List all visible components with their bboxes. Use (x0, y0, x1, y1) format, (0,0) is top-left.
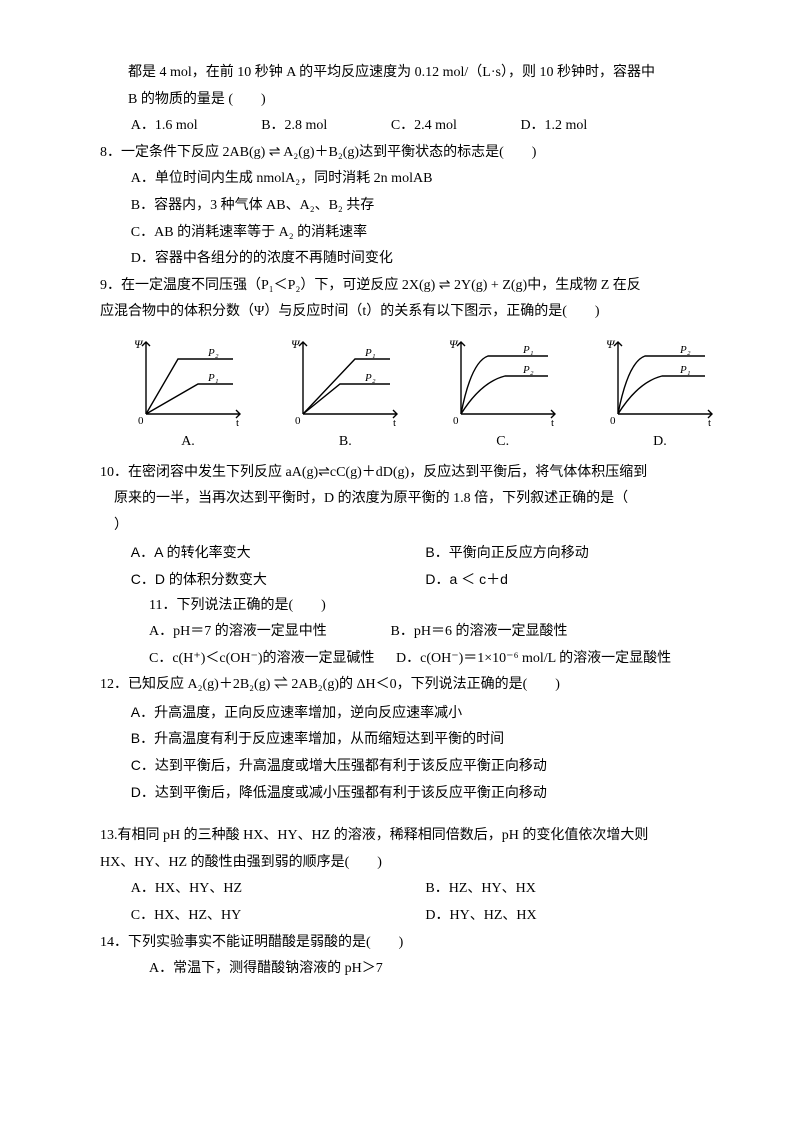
q9-label-c: C. (443, 429, 563, 456)
q10-opt-a: A．A 的转化率变大 (131, 539, 426, 566)
q13-options: A．HX、HY、HZ B．HZ、HY、HX C．HX、HZ、HY D．HY、HZ… (100, 876, 720, 929)
q8-opt-d: D．容器中各组分的的浓度不再随时间变化 (100, 246, 720, 273)
q12-opt-c: C．达到平衡后，升高温度或增大压强都有利于该反应平衡正向移动 (100, 752, 720, 779)
q11-row2: C．c(H⁺)＜c(OH⁻)的溶液一定显碱性 D．c(OH⁻)＝1×10⁻⁶ m… (100, 646, 720, 673)
q8-opt-b: B．容器内，3 种气体 AB、A₂、B₂ 共存 (100, 193, 720, 220)
q11-opt-a: A．pH＝7 的溶液一定显中性 (149, 619, 369, 646)
q14-opt-a: A．常温下，测得醋酸钠溶液的 pH＞7 (100, 956, 720, 983)
q12-opt-d: D．达到平衡后，降低温度或减小压强都有利于该反应平衡正向移动 (100, 779, 720, 806)
q7-opt-d: D．1.2 mol (520, 113, 587, 140)
q10-opt-d: D．a ＜ c＋d (425, 566, 720, 593)
q12-opt-b: B．升高温度有利于反应速率增加，从而缩短达到平衡的时间 (100, 725, 720, 752)
svg-text:P₂: P₂ (522, 364, 534, 376)
q10-options: A．A 的转化率变大 B．平衡向正反应方向移动 C．D 的体积分数变大 D．a … (100, 539, 720, 592)
chart-c-svg: Ψ 0 t P₁ P₂ (443, 334, 563, 429)
svg-text:t: t (393, 417, 396, 429)
q9-graph-c: Ψ 0 t P₁ P₂ C. (443, 334, 563, 456)
q9-graph-b: Ψ 0 t P₁ P₂ B. (285, 334, 405, 456)
q12-opt-a: A．升高温度，正向反应速率增加，逆向反应速率减小 (100, 699, 720, 726)
q8-opt-c: C．AB 的消耗速率等于 A₂ 的消耗速率 (100, 220, 720, 247)
q13-opt-b: B．HZ、HY、HX (425, 876, 720, 903)
q9-graph-d: Ψ 0 t P₂ P₁ D. (600, 334, 720, 456)
q12-stem: 12．已知反应 A₂(g)＋2B₂(g) ⇌ 2AB₂(g)的 ΔH＜0，下列说… (100, 672, 720, 699)
svg-text:0: 0 (295, 415, 301, 427)
q11-stem: 11．下列说法正确的是( ) (100, 593, 720, 620)
q8-opt-a: A．单位时间内生成 nmolA₂，同时消耗 2n molAB (100, 166, 720, 193)
q7-options: A．1.6 mol B．2.8 mol C．2.4 mol D．1.2 mol (100, 113, 720, 140)
q13-opt-c: C．HX、HZ、HY (131, 903, 426, 930)
q9-stem2: 应混合物中的体积分数（Ψ）与反应时间（t）的关系有以下图示，正确的是( ) (100, 299, 720, 326)
p2-label: P₂ (207, 347, 219, 359)
svg-text:0: 0 (453, 415, 459, 427)
svg-text:P₁: P₁ (364, 347, 376, 359)
q13-opt-d: D．HY、HZ、HX (425, 903, 720, 930)
q9-label-b: B. (285, 429, 405, 456)
q7-opt-b: B．2.8 mol (261, 113, 327, 140)
q13-stem1: 13.有相同 pH 的三种酸 HX、HY、HZ 的溶液，稀释相同倍数后，pH 的… (100, 823, 720, 850)
q8-stem: 8．一定条件下反应 2AB(g) ⇌ A₂(g)＋B₂(g)达到平衡状态的标志是… (100, 140, 720, 167)
q10-stem3: ） (100, 513, 720, 540)
q9-graph-a: Ψ 0 t P₂ P₁ A. (128, 334, 248, 456)
q7-opt-c: C．2.4 mol (391, 113, 457, 140)
q9-graphs-row: Ψ 0 t P₂ P₁ A. Ψ 0 t P₁ P₂ B. (128, 334, 720, 456)
axis-y-label: Ψ (134, 337, 144, 351)
q13-opt-a: A．HX、HY、HZ (131, 876, 426, 903)
svg-text:Ψ: Ψ (291, 337, 301, 351)
svg-text:t: t (551, 417, 554, 429)
svg-text:t: t (708, 417, 711, 429)
q14-stem: 14．下列实验事实不能证明醋酸是弱酸的是( ) (100, 930, 720, 957)
chart-d-svg: Ψ 0 t P₂ P₁ (600, 334, 720, 429)
svg-text:Ψ: Ψ (449, 337, 459, 351)
svg-text:P₁: P₁ (679, 364, 691, 376)
q11-opt-c: C．c(H⁺)＜c(OH⁻)的溶液一定显碱性 (149, 646, 375, 673)
q9-stem1: 9．在一定温度不同压强（P₁＜P₂）下，可逆反应 2X(g) ⇌ 2Y(g) +… (100, 273, 720, 300)
q10-opt-b: B．平衡向正反应方向移动 (425, 539, 720, 566)
q7-opt-a: A．1.6 mol (131, 113, 198, 140)
q9-label-a: A. (128, 429, 248, 456)
q10-stem2: 原来的一半，当再次达到平衡时，D 的浓度为原平衡的 1.8 倍，下列叙述正确的是… (100, 486, 720, 513)
q10-opt-c: C．D 的体积分数变大 (131, 566, 426, 593)
q7-line1: 都是 4 mol，在前 10 秒钟 A 的平均反应速度为 0.12 mol/（L… (100, 60, 720, 87)
svg-text:P₁: P₁ (522, 344, 534, 356)
svg-text:P₂: P₂ (679, 344, 691, 356)
q13-stem2: HX、HY、HZ 的酸性由强到弱的顺序是( ) (100, 850, 720, 877)
svg-text:P₂: P₂ (364, 372, 376, 384)
q11-opt-d: D．c(OH⁻)＝1×10⁻⁶ mol/L 的溶液一定显酸性 (396, 646, 671, 673)
chart-a-svg: Ψ 0 t P₂ P₁ (128, 334, 248, 429)
q7-line2: B 的物质的量是 ( ) (100, 87, 720, 114)
q10-stem1: 10．在密闭容中发生下列反应 aA(g)⇌cC(g)＋dD(g)，反应达到平衡后… (100, 460, 720, 487)
q11-opt-b: B．pH＝6 的溶液一定显酸性 (391, 619, 568, 646)
q9-label-d: D. (600, 429, 720, 456)
svg-text:Ψ: Ψ (606, 337, 616, 351)
q11-row1: A．pH＝7 的溶液一定显中性 B．pH＝6 的溶液一定显酸性 (100, 619, 720, 646)
origin-label: 0 (138, 415, 144, 427)
svg-text:0: 0 (610, 415, 616, 427)
chart-b-svg: Ψ 0 t P₁ P₂ (285, 334, 405, 429)
axis-x-label: t (236, 417, 239, 429)
p1-label: P₁ (207, 372, 219, 384)
